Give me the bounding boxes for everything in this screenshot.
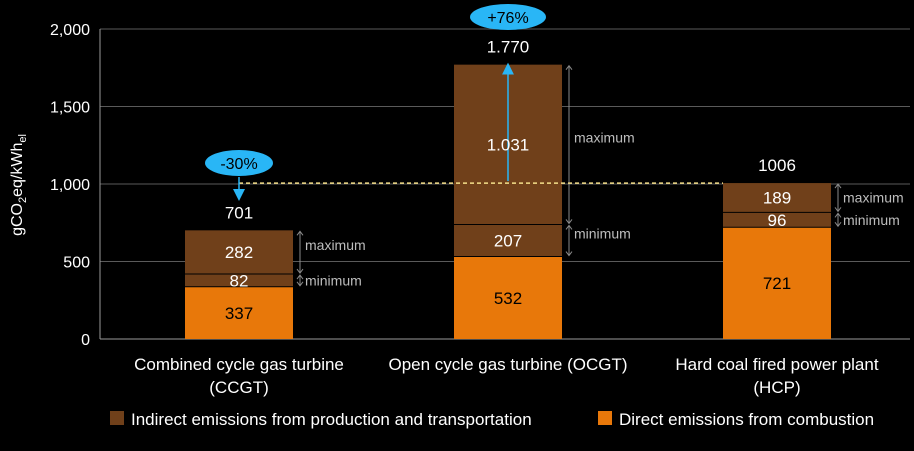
value-label-indirect-max: 1.031	[487, 136, 530, 155]
legend-label-indirect: Indirect emissions from production and t…	[131, 410, 532, 429]
range-label: maximum	[574, 130, 635, 146]
range-label: minimum	[843, 212, 900, 228]
category-label: (CCGT)	[209, 378, 268, 397]
range-bracket-head	[296, 268, 304, 274]
category-label: (HCP)	[753, 378, 800, 397]
range-bracket-head	[565, 64, 573, 70]
range-label: minimum	[574, 225, 631, 241]
y-axis-label-main: gCO	[9, 203, 26, 236]
range-bracket-head	[834, 207, 842, 213]
change-badge-text: -30%	[220, 156, 257, 173]
bar-indirect-min	[723, 212, 831, 228]
labels: 337 82 282 701 maximum minimum Combined cycle …	[134, 4, 904, 397]
bar-indirect-min	[454, 224, 562, 257]
y-tick-label: 500	[63, 255, 90, 272]
bar-direct	[723, 227, 831, 339]
bar-indirect-min	[185, 274, 293, 287]
range-label: minimum	[305, 272, 362, 288]
y-tick-label: 0	[81, 332, 90, 349]
y-axis-label-sub2: el	[17, 134, 29, 143]
value-label-direct: 532	[494, 289, 522, 308]
range-bracket-head	[834, 212, 842, 218]
change-badge-text: +76%	[487, 10, 528, 27]
legend-swatch-direct	[598, 411, 612, 425]
value-label-direct: 721	[763, 274, 791, 293]
value-label-indirect-max: 189	[763, 189, 791, 208]
range-bracket-head	[565, 224, 573, 230]
value-label-indirect-min: 82	[230, 271, 249, 290]
y-tick-label: 2,000	[50, 22, 90, 39]
legend-swatch-indirect	[110, 411, 124, 425]
category-label: Open cycle gas turbine (OCGT)	[388, 355, 627, 374]
bar-indirect-max	[185, 230, 293, 275]
range-bracket-head	[296, 281, 304, 287]
value-label-direct: 337	[225, 304, 253, 323]
change-badge	[205, 150, 273, 176]
total-label: 1.770	[487, 38, 530, 57]
range-bracket-head	[296, 230, 304, 236]
range-bracket-head	[565, 219, 573, 225]
range-bracket-head	[834, 183, 842, 189]
bars	[185, 62, 842, 339]
y-axis-label-sub: 2	[17, 197, 29, 203]
value-label-indirect-min: 207	[494, 231, 522, 250]
bar-indirect-max	[723, 183, 831, 213]
y-tick-label: 1,500	[50, 100, 90, 117]
range-bracket-head	[296, 274, 304, 280]
category-label: Combined cycle gas turbine	[134, 355, 344, 374]
y-axis-label-mid: eq/kWh	[9, 143, 26, 197]
category-label: Hard coal fired power plant	[675, 355, 878, 374]
value-label-indirect-max: 282	[225, 243, 253, 262]
change-badge	[470, 4, 546, 30]
value-label-indirect-min: 96	[768, 211, 787, 230]
y-tick-label: 1,000	[50, 177, 90, 194]
legend-label-direct: Direct emissions from combustion	[619, 410, 874, 429]
bar-direct	[454, 256, 562, 339]
range-bracket-head	[834, 221, 842, 228]
range-label: maximum	[843, 190, 904, 206]
total-label: 1006	[758, 156, 796, 175]
total-label: 701	[225, 203, 253, 222]
range-label: maximum	[305, 237, 366, 253]
y-axis-label: gCO2eq/kWhel	[9, 134, 29, 236]
bar-direct	[185, 286, 293, 339]
legend: Indirect emissions from production and t…	[110, 410, 874, 429]
range-bracket-head	[565, 251, 573, 257]
